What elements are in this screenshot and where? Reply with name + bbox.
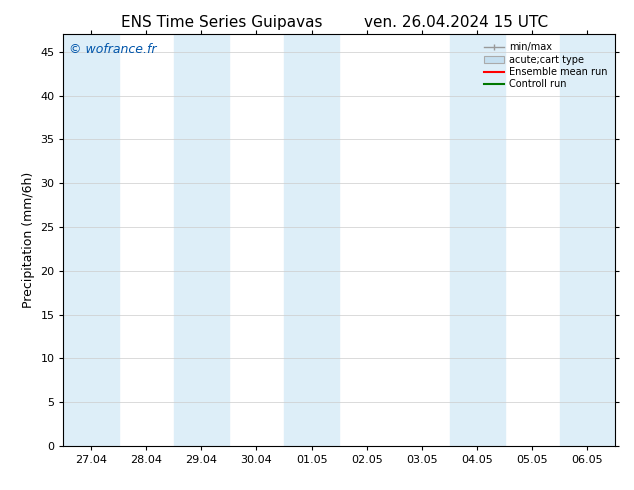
Text: ENS Time Series Guipavas: ENS Time Series Guipavas <box>121 15 323 30</box>
Y-axis label: Precipitation (mm/6h): Precipitation (mm/6h) <box>22 172 35 308</box>
Bar <box>560 34 615 446</box>
Bar <box>174 34 229 446</box>
Bar <box>284 34 339 446</box>
Text: ven. 26.04.2024 15 UTC: ven. 26.04.2024 15 UTC <box>365 15 548 30</box>
Text: © wofrance.fr: © wofrance.fr <box>69 43 157 55</box>
Legend: min/max, acute;cart type, Ensemble mean run, Controll run: min/max, acute;cart type, Ensemble mean … <box>481 39 610 92</box>
Bar <box>63 34 119 446</box>
Bar <box>450 34 505 446</box>
